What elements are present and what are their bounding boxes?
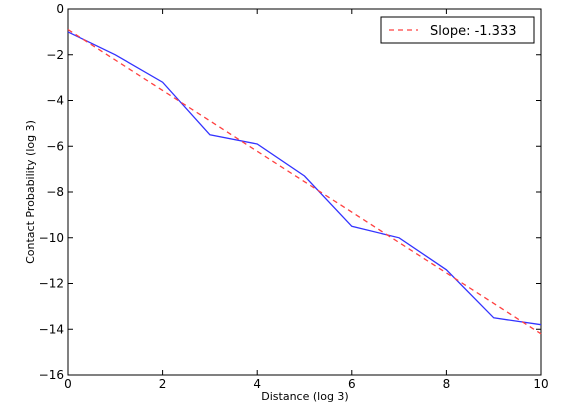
series-lines — [67, 29, 542, 335]
y-tick-label: −12 — [39, 277, 64, 291]
plot-frame — [67, 8, 542, 376]
y-tick-label: −8 — [46, 185, 64, 199]
x-tick-label: 2 — [159, 377, 167, 391]
legend-label: Slope: -1.333 — [430, 24, 517, 39]
legend: Slope: -1.333 — [380, 16, 535, 44]
x-tick-label: 6 — [348, 377, 356, 391]
fit-line — [67, 29, 542, 335]
y-tick-label: 0 — [56, 2, 64, 16]
x-axis-label: Distance (log 3) — [261, 390, 348, 403]
plot-area — [67, 8, 542, 376]
legend-box — [380, 16, 535, 44]
y-tick-label: −6 — [46, 139, 64, 153]
y-tick-label: −14 — [39, 322, 64, 336]
axis-ticks: 0 2 4 6 8 10 0 −2 −4 −6 −8 −10 −12 −14 −16 — [39, 2, 549, 391]
x-tick-label: 0 — [64, 377, 72, 391]
data-line — [67, 31, 542, 326]
x-tick-label: 10 — [533, 377, 548, 391]
x-tick-label: 8 — [443, 377, 451, 391]
y-axis-label: Contact Probability (log 3) — [24, 120, 37, 264]
y-tick-label: −2 — [46, 48, 64, 62]
x-tick-label: 4 — [253, 377, 261, 391]
y-tick-label: −4 — [46, 94, 64, 108]
y-tick-label: −16 — [39, 368, 64, 382]
y-tick-label: −10 — [39, 231, 64, 245]
